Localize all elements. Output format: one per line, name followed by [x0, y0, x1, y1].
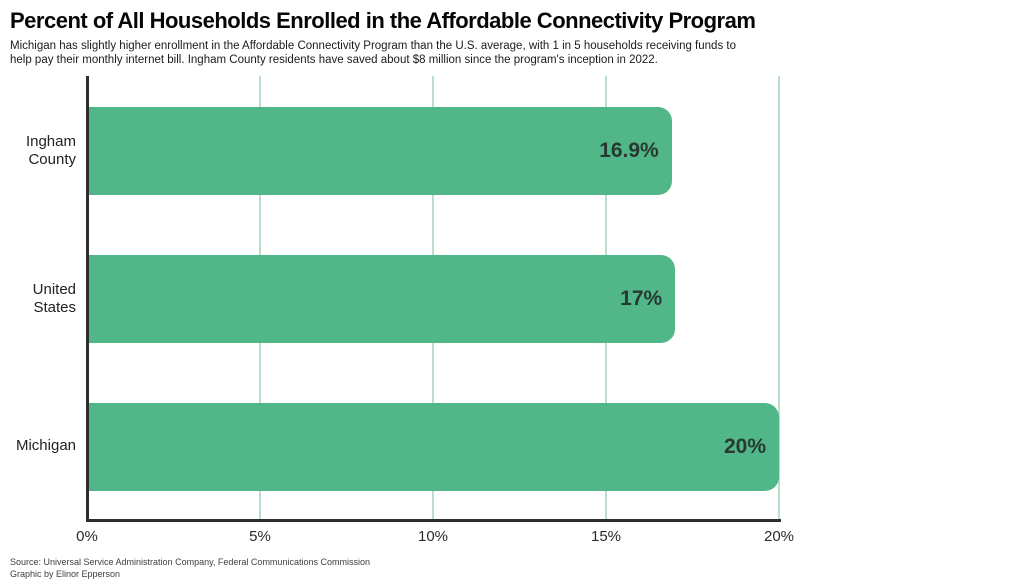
y-axis-line: [86, 76, 89, 521]
x-tick-15%: 15%: [590, 528, 622, 545]
source-line: Source: Universal Service Administration…: [10, 557, 370, 567]
bar-michigan: 20%: [87, 402, 779, 491]
plot-area: 16.9% 17% 20%: [87, 76, 780, 519]
bar-chart: 16.9% 17% 20% 0% 5% 10% 15% 20% Ingham County U…: [0, 76, 1024, 556]
y-axis-label-michigan: Michigan: [15, 437, 76, 455]
gridline-20%: [778, 76, 780, 519]
y-axis-label-ingham-county: Ingham County: [25, 132, 76, 169]
bar-value-label-united-states: 17%: [620, 287, 663, 310]
bar-value-label-michigan: 20%: [723, 434, 766, 458]
bar-ingham-county: 16.9%: [87, 107, 672, 196]
bar-united-states: 17%: [87, 255, 676, 343]
x-tick-10%: 10%: [417, 528, 449, 545]
page-title: Percent of All Households Enrolled in th…: [10, 8, 756, 33]
x-tick-5%: 5%: [249, 528, 271, 545]
x-tick-0%: 0%: [76, 528, 98, 545]
chart-subtitle: Michigan has slightly higher enrollment …: [10, 40, 736, 66]
bar-value-label-ingham-county: 16.9%: [599, 139, 659, 163]
x-tick-20%: 20%: [763, 528, 795, 545]
source-note: Source: Universal Service Administration…: [10, 557, 370, 580]
y-axis-label-united-states: United States: [32, 280, 76, 317]
x-axis-line: [86, 519, 781, 522]
credit-line: Graphic by Elinor Epperson: [10, 568, 121, 579]
